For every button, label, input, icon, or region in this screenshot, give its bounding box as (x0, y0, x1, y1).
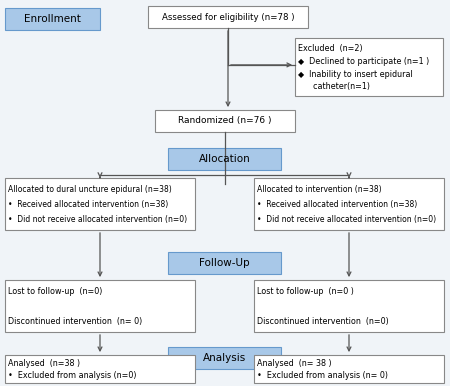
Text: Excluded  (n=2): Excluded (n=2) (298, 44, 363, 53)
Text: Analysed  (n=38 ): Analysed (n=38 ) (8, 359, 80, 369)
Text: ◆  Declined to participate (n=1 ): ◆ Declined to participate (n=1 ) (298, 57, 429, 66)
Text: Discontinued intervention  (n= 0): Discontinued intervention (n= 0) (8, 317, 142, 326)
Text: Analysed  (n= 38 ): Analysed (n= 38 ) (257, 359, 332, 369)
Bar (254, 280, 444, 332)
Bar (155, 110, 295, 132)
Text: •  Excluded from analysis (n= 0): • Excluded from analysis (n= 0) (257, 371, 388, 380)
Text: Lost to follow-up  (n=0): Lost to follow-up (n=0) (8, 288, 103, 296)
Text: Allocated to intervention (n=38): Allocated to intervention (n=38) (257, 185, 382, 195)
Text: Allocation: Allocation (198, 154, 250, 164)
Bar (5, 355, 195, 383)
Text: •  Excluded from analysis (n=0): • Excluded from analysis (n=0) (8, 371, 136, 380)
Text: Follow-Up: Follow-Up (199, 258, 250, 268)
Bar (5, 8, 100, 30)
Bar (5, 280, 195, 332)
Text: •  Did not receive allocated intervention (n=0): • Did not receive allocated intervention… (8, 215, 187, 224)
Bar (5, 178, 195, 230)
Text: ◆  Inability to insert epidural: ◆ Inability to insert epidural (298, 69, 413, 79)
Bar (148, 6, 308, 28)
Bar (168, 148, 281, 170)
Text: Randomized (n=76 ): Randomized (n=76 ) (178, 117, 272, 125)
Text: •  Did not receive allocated intervention (n=0): • Did not receive allocated intervention… (257, 215, 436, 224)
Bar (168, 347, 281, 369)
Bar (254, 178, 444, 230)
Text: •  Received allocated intervention (n=38): • Received allocated intervention (n=38) (8, 200, 168, 209)
Bar (295, 38, 443, 96)
Text: Allocated to dural uncture epidural (n=38): Allocated to dural uncture epidural (n=3… (8, 185, 172, 195)
Text: Discontinued intervention  (n=0): Discontinued intervention (n=0) (257, 317, 389, 326)
Text: •  Received allocated intervention (n=38): • Received allocated intervention (n=38) (257, 200, 417, 209)
Text: Enrollment: Enrollment (24, 14, 81, 24)
Bar (254, 355, 444, 383)
Text: catheter(n=1): catheter(n=1) (298, 83, 370, 91)
Text: Analysis: Analysis (203, 353, 246, 363)
Bar (168, 252, 281, 274)
Text: Lost to follow-up  (n=0 ): Lost to follow-up (n=0 ) (257, 288, 354, 296)
Text: Assessed for eligibility (n=78 ): Assessed for eligibility (n=78 ) (162, 12, 294, 22)
